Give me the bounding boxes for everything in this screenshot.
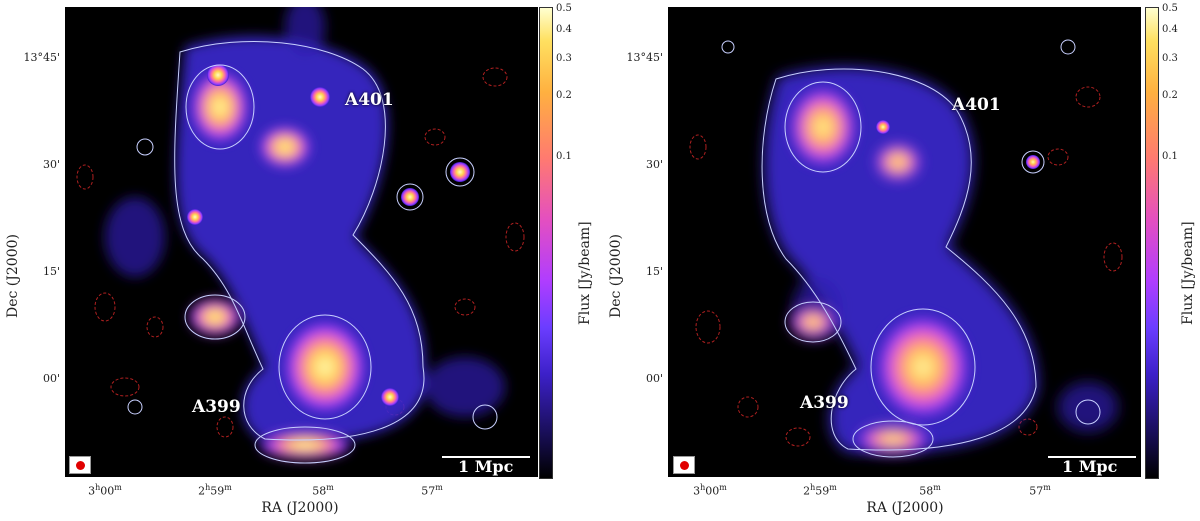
colorbar-tick: 0.5 — [556, 3, 572, 14]
y-tick: 13°45' — [23, 51, 60, 64]
colorbar-tick: 0.4 — [556, 24, 572, 35]
x-tick: 58m — [919, 483, 941, 498]
cluster-label-a401: A401 — [952, 95, 1001, 115]
beam-marker — [673, 456, 695, 474]
x-tick: 2h59m — [198, 483, 232, 498]
colorbar-tick: 0.1 — [1162, 151, 1178, 162]
flux-contours — [127, 40, 498, 464]
x-axis-label: RA (J2000) — [866, 500, 944, 516]
y-tick: 13°45' — [626, 51, 663, 64]
x-tick: 3h00m — [693, 483, 727, 498]
cluster-label-a399: A399 — [800, 393, 849, 413]
y-axis-label: Dec (J2000) — [608, 234, 624, 318]
radio-emission-image — [76, 7, 525, 464]
beam-marker — [69, 456, 91, 474]
radio-map-right — [668, 7, 1141, 477]
y-tick: 15' — [645, 265, 663, 278]
scale-bar-label: 1 Mpc — [1062, 457, 1118, 476]
y-tick: 30' — [645, 158, 663, 171]
cluster-label-a399: A399 — [192, 397, 241, 417]
colorbar-tick: 0.2 — [556, 90, 572, 101]
colorbar-label: Flux [Jy/beam] — [1180, 221, 1196, 325]
negative-contours — [76, 67, 525, 438]
colorbar-tick: 0.3 — [556, 53, 572, 64]
scale-bar — [1048, 456, 1136, 458]
colorbar-label: Flux [Jy/beam] — [577, 221, 593, 325]
x-axis-label: RA (J2000) — [261, 500, 339, 516]
x-tick: 58m — [312, 483, 334, 498]
x-tick: 57m — [1029, 483, 1051, 498]
y-tick: 30' — [42, 158, 60, 171]
cluster-label-a401: A401 — [345, 90, 394, 110]
x-tick: 2h59m — [803, 483, 837, 498]
radio-map-left — [65, 7, 538, 477]
bright-sources — [187, 64, 470, 459]
negative-contours — [689, 86, 1123, 447]
scale-bar — [442, 456, 530, 458]
y-tick: 00' — [645, 372, 663, 385]
colorbar-tick: 0.1 — [556, 151, 572, 162]
colorbar — [1145, 7, 1159, 479]
x-tick: 57m — [421, 483, 443, 498]
colorbar-tick: 0.2 — [1162, 90, 1178, 101]
scale-bar-label: 1 Mpc — [458, 457, 514, 476]
colorbar — [539, 7, 553, 479]
y-axis-label: Dec (J2000) — [5, 234, 21, 318]
x-tick: 3h00m — [88, 483, 122, 498]
y-tick: 00' — [42, 372, 60, 385]
radio-emission-image — [689, 39, 1123, 458]
bright-sources — [791, 89, 1040, 453]
flux-contours — [721, 39, 1101, 458]
colorbar-tick: 0.4 — [1162, 24, 1178, 35]
left-panel: 13°45' 30' 15' 00' 3h00m 2h59m 58m 57m R… — [5, 3, 593, 516]
right-panel: 13°45' 30' 15' 00' 3h00m 2h59m 58m 57m R… — [600, 0, 1200, 521]
y-tick: 15' — [42, 265, 60, 278]
colorbar-tick: 0.3 — [1162, 53, 1178, 64]
colorbar-tick: 0.5 — [1162, 3, 1178, 14]
